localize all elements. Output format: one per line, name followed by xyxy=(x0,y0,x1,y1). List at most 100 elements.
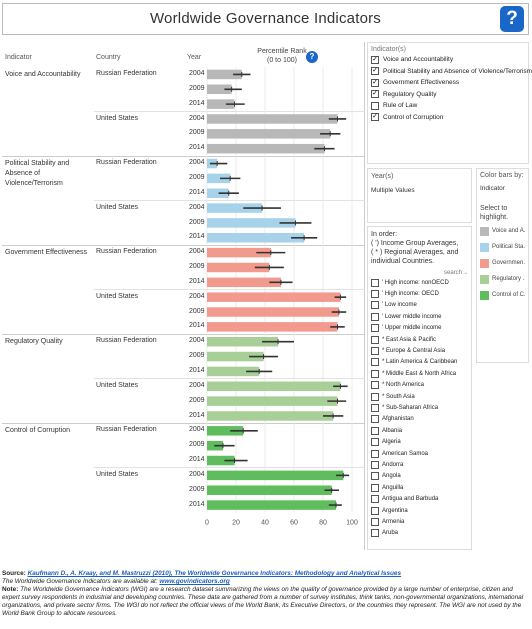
checkbox-unchecked-icon[interactable] xyxy=(371,335,379,344)
checkbox-unchecked-icon[interactable] xyxy=(371,483,379,492)
checkbox-unchecked-icon[interactable] xyxy=(371,438,379,447)
country-option[interactable]: * Europe & Central Asia xyxy=(371,345,468,356)
indicator-option[interactable]: ✓ Regulatory Quality xyxy=(368,89,528,101)
legend-item[interactable]: Voice and A.. xyxy=(480,224,525,238)
checkbox-unchecked-icon[interactable] xyxy=(371,278,379,287)
indicator-option-label: Regulatory Quality xyxy=(383,90,437,98)
checkbox-unchecked-icon[interactable] xyxy=(371,426,379,435)
note-label: Note: xyxy=(2,586,19,593)
legend-item[interactable]: Regulatory .. xyxy=(480,272,525,286)
legend-item[interactable]: Political Sta.. xyxy=(480,240,525,254)
country-option[interactable]: * Latin America & Caribbean xyxy=(371,357,468,368)
checkbox-checked-icon[interactable]: ✓ xyxy=(371,78,379,87)
country-option[interactable]: Anguilla xyxy=(371,482,468,493)
govindicators-link[interactable]: www.govindicators.org xyxy=(159,578,230,585)
country-option-label: * Sub-Saharan Africa xyxy=(382,404,439,411)
checkbox-unchecked-icon[interactable] xyxy=(371,392,379,401)
checkbox-unchecked-icon[interactable] xyxy=(371,358,379,367)
country-option[interactable]: * North America xyxy=(371,380,468,391)
country-option[interactable]: Antigua and Barbuda xyxy=(371,493,468,504)
checkbox-unchecked-icon[interactable] xyxy=(371,415,379,424)
x-tick-label: 0 xyxy=(205,520,209,527)
country-option-label: * Europe & Central Asia xyxy=(382,348,446,355)
bar xyxy=(207,485,332,495)
country-option[interactable]: ' Upper middle income xyxy=(371,323,468,334)
bar xyxy=(207,114,338,124)
country-option[interactable]: Andorra xyxy=(371,459,468,470)
color-by-value[interactable]: Indicator xyxy=(480,185,505,192)
checkbox-unchecked-icon[interactable] xyxy=(371,460,379,469)
country-option[interactable]: Afghanistan xyxy=(371,414,468,425)
country-label: United States xyxy=(96,203,139,211)
country-option[interactable]: ' Low income xyxy=(371,300,468,311)
help-icon-small[interactable]: ? xyxy=(306,51,318,63)
year-filter-value[interactable]: Multiple Values xyxy=(371,187,415,194)
color-by-title: Color bars by: xyxy=(480,172,524,179)
indicator-option[interactable]: ✓ Government Effectiveness xyxy=(368,77,528,89)
country-option[interactable]: ' High income: nonOECD xyxy=(371,277,468,288)
checkbox-unchecked-icon[interactable] xyxy=(371,301,379,310)
checkbox-unchecked-icon[interactable] xyxy=(371,517,379,526)
checkbox-unchecked-icon[interactable] xyxy=(371,403,379,412)
checkbox-unchecked-icon[interactable] xyxy=(371,290,379,299)
checkbox-checked-icon[interactable]: ✓ xyxy=(371,67,379,76)
percentile-rank-label: Percentile Rank xyxy=(257,48,307,55)
bar xyxy=(207,233,305,243)
country-option[interactable]: * South Asia xyxy=(371,391,468,402)
country-option[interactable]: Armenia xyxy=(371,516,468,527)
checkbox-unchecked-icon[interactable] xyxy=(371,381,379,390)
indicator-option[interactable]: ✓ Political Stability and Absence of Viol… xyxy=(368,66,532,78)
help-icon[interactable]: ? xyxy=(500,6,524,32)
bar xyxy=(207,470,344,481)
country-label: Russian Federation xyxy=(96,337,157,345)
legend-item[interactable]: Control of C.. xyxy=(480,288,525,302)
checkbox-unchecked-icon[interactable] xyxy=(371,347,379,356)
percentile-range-label: (0 to 100) xyxy=(267,57,297,64)
checkbox-unchecked-icon[interactable] xyxy=(371,101,379,110)
year-label: 2004 xyxy=(189,114,205,122)
country-option[interactable]: Aruba xyxy=(371,528,468,539)
indicator-separator xyxy=(2,155,365,157)
year-label: 2009 xyxy=(189,129,205,137)
checkbox-unchecked-icon[interactable] xyxy=(371,312,379,321)
source-link[interactable]: Kaufmann D., A. Kraay, and M. Mastruzzi … xyxy=(27,570,402,577)
color-legend: Voice and A.. Political Sta.. Governmen.. R… xyxy=(480,224,525,302)
country-option[interactable]: ' Lower middle income xyxy=(371,311,468,322)
country-option[interactable]: Argentina xyxy=(371,505,468,516)
country-option[interactable]: * East Asia & Pacific xyxy=(371,334,468,345)
search-link[interactable]: search→ xyxy=(443,270,468,276)
legend-swatch xyxy=(480,274,489,284)
checkbox-unchecked-icon[interactable] xyxy=(371,495,379,504)
year-label: 2004 xyxy=(189,70,205,77)
checkbox-unchecked-icon[interactable] xyxy=(371,449,379,458)
country-option[interactable]: Albania xyxy=(371,425,468,436)
country-option-label: ' High income: nonOECD xyxy=(382,279,449,286)
country-option[interactable]: * Sub-Saharan Africa xyxy=(371,402,468,413)
legend-item[interactable]: Governmen.. xyxy=(480,256,525,270)
indicator-option[interactable]: Rule of Law xyxy=(368,100,528,112)
country-option[interactable]: American Samoa xyxy=(371,448,468,459)
checkbox-unchecked-icon[interactable] xyxy=(371,472,379,481)
x-tick-label: 20 xyxy=(232,520,240,527)
country-filter-note-1: ( ') Income Group Averages, xyxy=(371,240,459,247)
country-option[interactable]: * Middle East & North Africa xyxy=(371,368,468,379)
country-option[interactable]: ' High income: OECD xyxy=(371,288,468,299)
checkbox-unchecked-icon[interactable] xyxy=(371,324,379,333)
country-filter-list: ' High income: nonOECD ' High income: OEC… xyxy=(371,277,468,539)
indicator-option[interactable]: ✓ Control of Corruption xyxy=(368,112,528,124)
country-option[interactable]: Algeria xyxy=(371,436,468,447)
checkbox-unchecked-icon[interactable] xyxy=(371,506,379,515)
x-tick-label: 60 xyxy=(290,520,298,527)
checkbox-unchecked-icon[interactable] xyxy=(371,369,379,378)
indicator-option[interactable]: ✓ Voice and Accountability xyxy=(368,54,528,66)
year-label: 2004 xyxy=(189,248,205,256)
checkbox-checked-icon[interactable]: ✓ xyxy=(371,55,379,64)
source-line: Source: Kaufmann D., A. Kraay, and M. Ma… xyxy=(2,570,529,578)
checkbox-checked-icon[interactable]: ✓ xyxy=(371,113,379,122)
checkbox-checked-icon[interactable]: ✓ xyxy=(371,90,379,99)
checkbox-unchecked-icon[interactable] xyxy=(371,529,379,538)
country-option-label: American Samoa xyxy=(382,450,429,457)
country-option[interactable]: Angola xyxy=(371,471,468,482)
year-label: 2009 xyxy=(189,263,205,271)
year-filter[interactable]: Year(s) Multiple Values xyxy=(367,168,472,223)
